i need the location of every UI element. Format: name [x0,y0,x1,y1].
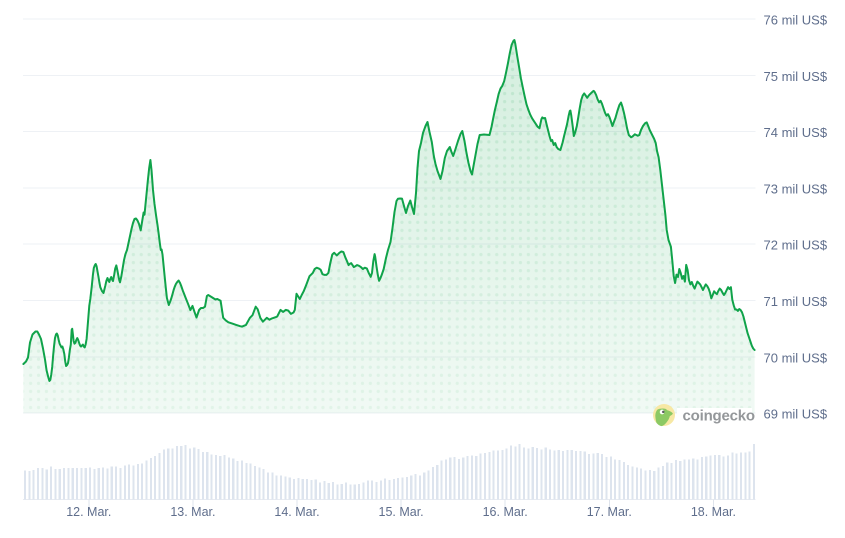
svg-text:73 mil US$: 73 mil US$ [764,181,828,196]
svg-text:70 mil US$: 70 mil US$ [764,350,828,365]
svg-text:coingecko: coingecko [683,408,755,425]
svg-text:16. Mar.: 16. Mar. [483,505,528,519]
svg-text:14. Mar.: 14. Mar. [274,505,319,519]
svg-text:15. Mar.: 15. Mar. [379,505,424,519]
svg-text:12. Mar.: 12. Mar. [66,505,111,519]
svg-text:76 mil US$: 76 mil US$ [764,13,828,28]
svg-text:71 mil US$: 71 mil US$ [764,294,828,309]
svg-text:18. Mar.: 18. Mar. [691,505,736,519]
svg-text:75 mil US$: 75 mil US$ [764,69,828,84]
svg-text:17. Mar.: 17. Mar. [587,505,632,519]
svg-text:74 mil US$: 74 mil US$ [764,125,828,140]
svg-text:72 mil US$: 72 mil US$ [764,238,828,253]
svg-text:69 mil US$: 69 mil US$ [764,407,828,422]
svg-text:13. Mar.: 13. Mar. [170,505,215,519]
